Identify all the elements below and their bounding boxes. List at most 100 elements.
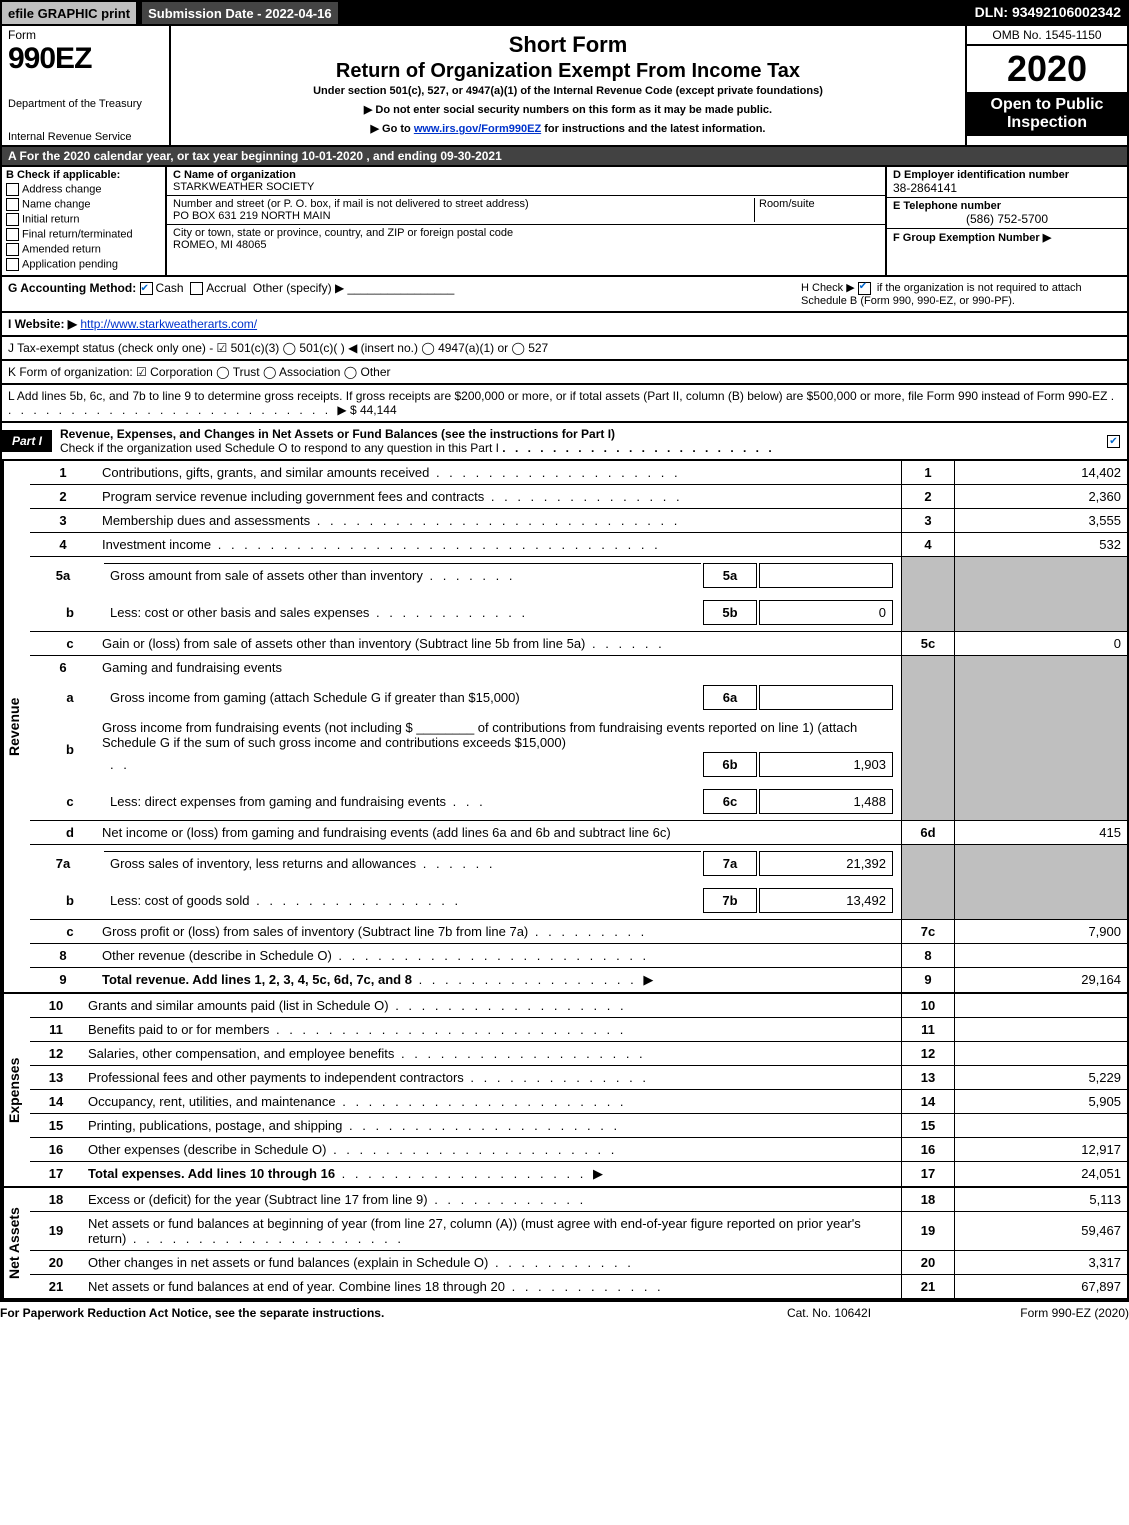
line-9-amount: 29,164: [955, 967, 1128, 992]
line-14-desc: Occupancy, rent, utilities, and maintena…: [82, 1089, 902, 1113]
chk-application-pending[interactable]: Application pending: [6, 258, 161, 271]
opt-other: Other (specify) ▶: [253, 281, 344, 295]
line-7a-desc: Gross sales of inventory, less returns a…: [96, 844, 902, 882]
omb-number: OMB No. 1545-1150: [967, 26, 1127, 46]
part1-title: Revenue, Expenses, and Changes in Net As…: [60, 427, 615, 441]
form-label: Form: [8, 28, 163, 42]
top-bar: efile GRAPHIC print Submission Date - 20…: [0, 0, 1129, 26]
line-19-desc: Net assets or fund balances at beginning…: [82, 1211, 902, 1250]
chk-initial-return[interactable]: Initial return: [6, 213, 161, 226]
line-7b-desc: Less: cost of goods sold . . . . . . . .…: [96, 882, 902, 920]
line-6d-desc: Net income or (loss) from gaming and fun…: [96, 820, 902, 844]
label-org-name: C Name of organization: [173, 169, 879, 181]
chk-amended-return[interactable]: Amended return: [6, 243, 161, 256]
revenue-vlabel: Revenue: [2, 461, 30, 992]
org-city: ROMEO, MI 48065: [173, 239, 879, 251]
g-label: G Accounting Method:: [8, 281, 136, 295]
part1-header: Part I Revenue, Expenses, and Changes in…: [0, 423, 1129, 461]
line-1-desc: Contributions, gifts, grants, and simila…: [96, 461, 902, 485]
label-phone: E Telephone number: [893, 200, 1121, 212]
dept-irs: Internal Revenue Service: [8, 131, 163, 143]
line-5c-desc: Gain or (loss) from sale of assets other…: [96, 631, 902, 655]
efile-print-button[interactable]: efile GRAPHIC print: [0, 0, 138, 26]
line-3-amount: 3,555: [955, 508, 1128, 532]
grid-bcd: B Check if applicable: Address change Na…: [0, 167, 1129, 277]
goto-pre: ▶ Go to: [371, 123, 414, 135]
header-left: Form 990EZ Department of the Treasury In…: [2, 26, 171, 145]
h-label: H Check ▶: [801, 282, 858, 294]
line-2-desc: Program service revenue including govern…: [96, 484, 902, 508]
submission-date-button[interactable]: Submission Date - 2022-04-16: [140, 0, 340, 26]
row-l-gross-receipts: L Add lines 5b, 6c, and 7b to line 9 to …: [0, 385, 1129, 423]
label-ein: D Employer identification number: [893, 169, 1121, 181]
h-box: H Check ▶ if the organization is not req…: [801, 281, 1121, 307]
line-10-desc: Grants and similar amounts paid (list in…: [82, 994, 902, 1018]
website-label: I Website: ▶: [8, 317, 77, 331]
phone-value: (586) 752-5700: [893, 212, 1121, 226]
line-13-desc: Professional fees and other payments to …: [82, 1065, 902, 1089]
chk-address-change[interactable]: Address change: [6, 183, 161, 196]
line-5a-desc: Gross amount from sale of assets other t…: [96, 556, 902, 594]
chk-accrual[interactable]: [190, 282, 203, 295]
title-short-form: Short Form: [175, 32, 961, 58]
part1-tab: Part I: [2, 430, 52, 452]
chk-name-change[interactable]: Name change: [6, 198, 161, 211]
part1-sub: Check if the organization used Schedule …: [60, 441, 499, 455]
row-j-tax-exempt: J Tax-exempt status (check only one) - ☑…: [0, 337, 1129, 361]
opt-accrual: Accrual: [206, 281, 246, 295]
line-20-amount: 3,317: [955, 1250, 1128, 1274]
line-17-amount: 24,051: [955, 1161, 1128, 1186]
line-21-desc: Net assets or fund balances at end of ye…: [82, 1274, 902, 1298]
expenses-block: Expenses 10Grants and similar amounts pa…: [0, 994, 1129, 1188]
line-4-desc: Investment income . . . . . . . . . . . …: [96, 532, 902, 556]
line-15-desc: Printing, publications, postage, and shi…: [82, 1113, 902, 1137]
line-5c-amount: 0: [955, 631, 1128, 655]
line-12-desc: Salaries, other compensation, and employ…: [82, 1041, 902, 1065]
expenses-vlabel: Expenses: [2, 994, 30, 1186]
line-4-amount: 532: [955, 532, 1128, 556]
line-5b-desc: Less: cost or other basis and sales expe…: [96, 594, 902, 632]
title-return: Return of Organization Exempt From Incom…: [175, 60, 961, 83]
line-19-amount: 59,467: [955, 1211, 1128, 1250]
line-18-desc: Excess or (deficit) for the year (Subtra…: [82, 1188, 902, 1212]
col-b-header: B Check if applicable:: [6, 169, 161, 181]
website-link[interactable]: http://www.starkweatherarts.com/: [80, 317, 257, 331]
line-16-amount: 12,917: [955, 1137, 1128, 1161]
org-address: PO BOX 631 219 NORTH MAIN: [173, 210, 754, 222]
chk-h[interactable]: [858, 282, 871, 295]
line-6d-amount: 415: [955, 820, 1128, 844]
line-8-desc: Other revenue (describe in Schedule O) .…: [96, 943, 902, 967]
line-8-amount: [955, 943, 1128, 967]
col-c-org-info: C Name of organization STARKWEATHER SOCI…: [167, 167, 885, 275]
line-7c-desc: Gross profit or (loss) from sales of inv…: [96, 919, 902, 943]
line-14-amount: 5,905: [955, 1089, 1128, 1113]
line-6b-desc: Gross income from fundraising events (no…: [96, 716, 902, 783]
footer-notice: For Paperwork Reduction Act Notice, see …: [0, 1306, 729, 1320]
chk-final-return[interactable]: Final return/terminated: [6, 228, 161, 241]
room-suite: Room/suite: [754, 198, 879, 222]
line-6a-desc: Gross income from gaming (attach Schedul…: [96, 679, 902, 716]
line-21-amount: 67,897: [955, 1274, 1128, 1298]
chk-cash[interactable]: [140, 282, 153, 295]
line-17-desc: Total expenses. Add lines 10 through 16 …: [82, 1161, 902, 1186]
line-6c-desc: Less: direct expenses from gaming and fu…: [96, 783, 902, 821]
line-18-amount: 5,113: [955, 1188, 1128, 1212]
chk-part1-schedO[interactable]: [1107, 435, 1120, 448]
page-footer: For Paperwork Reduction Act Notice, see …: [0, 1300, 1129, 1324]
line-16-desc: Other expenses (describe in Schedule O) …: [82, 1137, 902, 1161]
dept-treasury: Department of the Treasury: [8, 98, 163, 110]
irs-link[interactable]: www.irs.gov/Form990EZ: [414, 123, 541, 135]
dln-label: DLN: 93492106002342: [967, 0, 1129, 26]
row-a-tax-year: A For the 2020 calendar year, or tax yea…: [0, 147, 1129, 167]
label-address: Number and street (or P. O. box, if mail…: [173, 198, 754, 210]
header-center: Short Form Return of Organization Exempt…: [171, 26, 965, 145]
netassets-block: Net Assets 18Excess or (deficit) for the…: [0, 1188, 1129, 1300]
org-name: STARKWEATHER SOCIETY: [173, 181, 879, 193]
footer-catno: Cat. No. 10642I: [729, 1306, 929, 1320]
l-text: L Add lines 5b, 6c, and 7b to line 9 to …: [8, 389, 1107, 403]
arrow-ssn: ▶ Do not enter social security numbers o…: [175, 103, 961, 116]
footer-formno: Form 990-EZ (2020): [929, 1306, 1129, 1320]
form-number: 990EZ: [8, 42, 163, 76]
netassets-vlabel: Net Assets: [2, 1188, 30, 1298]
revenue-block: Revenue 1Contributions, gifts, grants, a…: [0, 461, 1129, 994]
